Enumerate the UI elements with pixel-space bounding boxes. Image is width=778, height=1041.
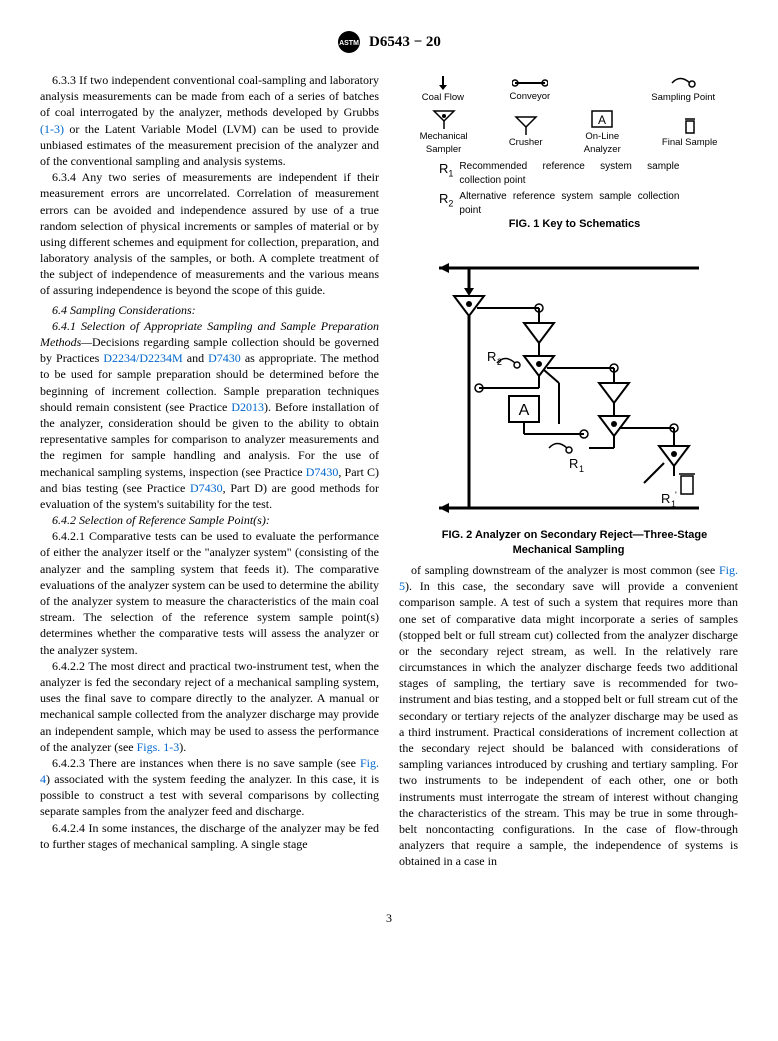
- two-column-layout: 6.3.3 If two independent conventional co…: [40, 72, 738, 870]
- designation-text: D6543 − 20: [369, 32, 441, 52]
- para-6-4-2-1: 6.4.2.1 Comparative tests can be used to…: [40, 528, 379, 658]
- fig-2-caption: FIG. 2 Analyzer on Secondary Reject—Thre…: [399, 528, 738, 558]
- key-mech-sampler-label: Mechanical Sampler: [420, 131, 468, 157]
- key-legend-r1: R1 Recommended reference system sample c…: [439, 160, 738, 187]
- svg-text:ASTM: ASTM: [339, 40, 359, 47]
- key-final-sample: Final Sample: [662, 115, 717, 150]
- section-6-4-title: 6.4 Sampling Considerations:: [40, 302, 379, 318]
- svg-text:1: 1: [579, 464, 584, 474]
- svg-text:A: A: [518, 402, 529, 419]
- svg-text:': ': [675, 490, 677, 500]
- ref-link-figs-1-3[interactable]: Figs. 1-3: [137, 740, 180, 754]
- svg-text:R: R: [487, 349, 496, 364]
- key-online-analyzer-label: On-Line Analyzer: [584, 131, 621, 157]
- para-6-4-1: 6.4.1 Selection of Appropriate Sampling …: [40, 318, 379, 512]
- svg-text:2: 2: [497, 357, 502, 367]
- key-sampling-point: Sampling Point: [651, 76, 715, 105]
- astm-logo-icon: ASTM: [337, 30, 361, 54]
- ref-link-d2234[interactable]: D2234/D2234M: [103, 351, 182, 365]
- svg-text:R: R: [661, 491, 670, 506]
- para-6-3-3: 6.3.3 If two independent conventional co…: [40, 72, 379, 169]
- para-right-continued: of sampling downstream of the analyzer i…: [399, 562, 738, 870]
- page-number: 3: [40, 910, 738, 926]
- ref-link-d7430-a[interactable]: D7430: [208, 351, 241, 365]
- ref-link-d7430-b[interactable]: D7430: [306, 465, 339, 479]
- key-crusher: Crusher: [509, 115, 543, 150]
- svg-text:1: 1: [671, 499, 676, 509]
- para-6-4-2-2: 6.4.2.2 The most direct and practical tw…: [40, 658, 379, 755]
- svg-text:A: A: [598, 113, 606, 127]
- fig-1-schematic: Coal Flow Conveyor Sampling Point Mechan…: [399, 72, 738, 236]
- key-coal-flow: Coal Flow: [422, 76, 464, 105]
- para-6-3-4: 6.3.4 Any two series of measurements are…: [40, 169, 379, 299]
- key-legend-r2: R2 Alternative reference system sample c…: [439, 190, 738, 217]
- fig-2-schematic: R2 A R1: [399, 236, 738, 562]
- right-column: Coal Flow Conveyor Sampling Point Mechan…: [399, 72, 738, 870]
- key-online-analyzer: A On-Line Analyzer: [584, 109, 621, 157]
- ref-link-d7430-c[interactable]: D7430: [190, 481, 223, 495]
- page-header: ASTM D6543 − 20: [40, 30, 738, 54]
- left-column: 6.3.3 If two independent conventional co…: [40, 72, 379, 870]
- fig-1-caption: FIG. 1 Key to Schematics: [399, 217, 738, 232]
- ref-link-1-3[interactable]: (1-3): [40, 122, 64, 136]
- svg-text:R: R: [569, 456, 578, 471]
- key-conveyor: Conveyor: [510, 77, 551, 104]
- ref-link-d2013[interactable]: D2013: [231, 400, 264, 414]
- para-6-4-2-3: 6.4.2.3 There are instances when there i…: [40, 755, 379, 820]
- para-6-4-2-4: 6.4.2.4 In some instances, the discharge…: [40, 820, 379, 852]
- section-6-4-2-title: 6.4.2 Selection of Reference Sample Poin…: [40, 512, 379, 528]
- key-mech-sampler: Mechanical Sampler: [420, 109, 468, 157]
- fig-2-svg: R2 A R1: [419, 248, 719, 528]
